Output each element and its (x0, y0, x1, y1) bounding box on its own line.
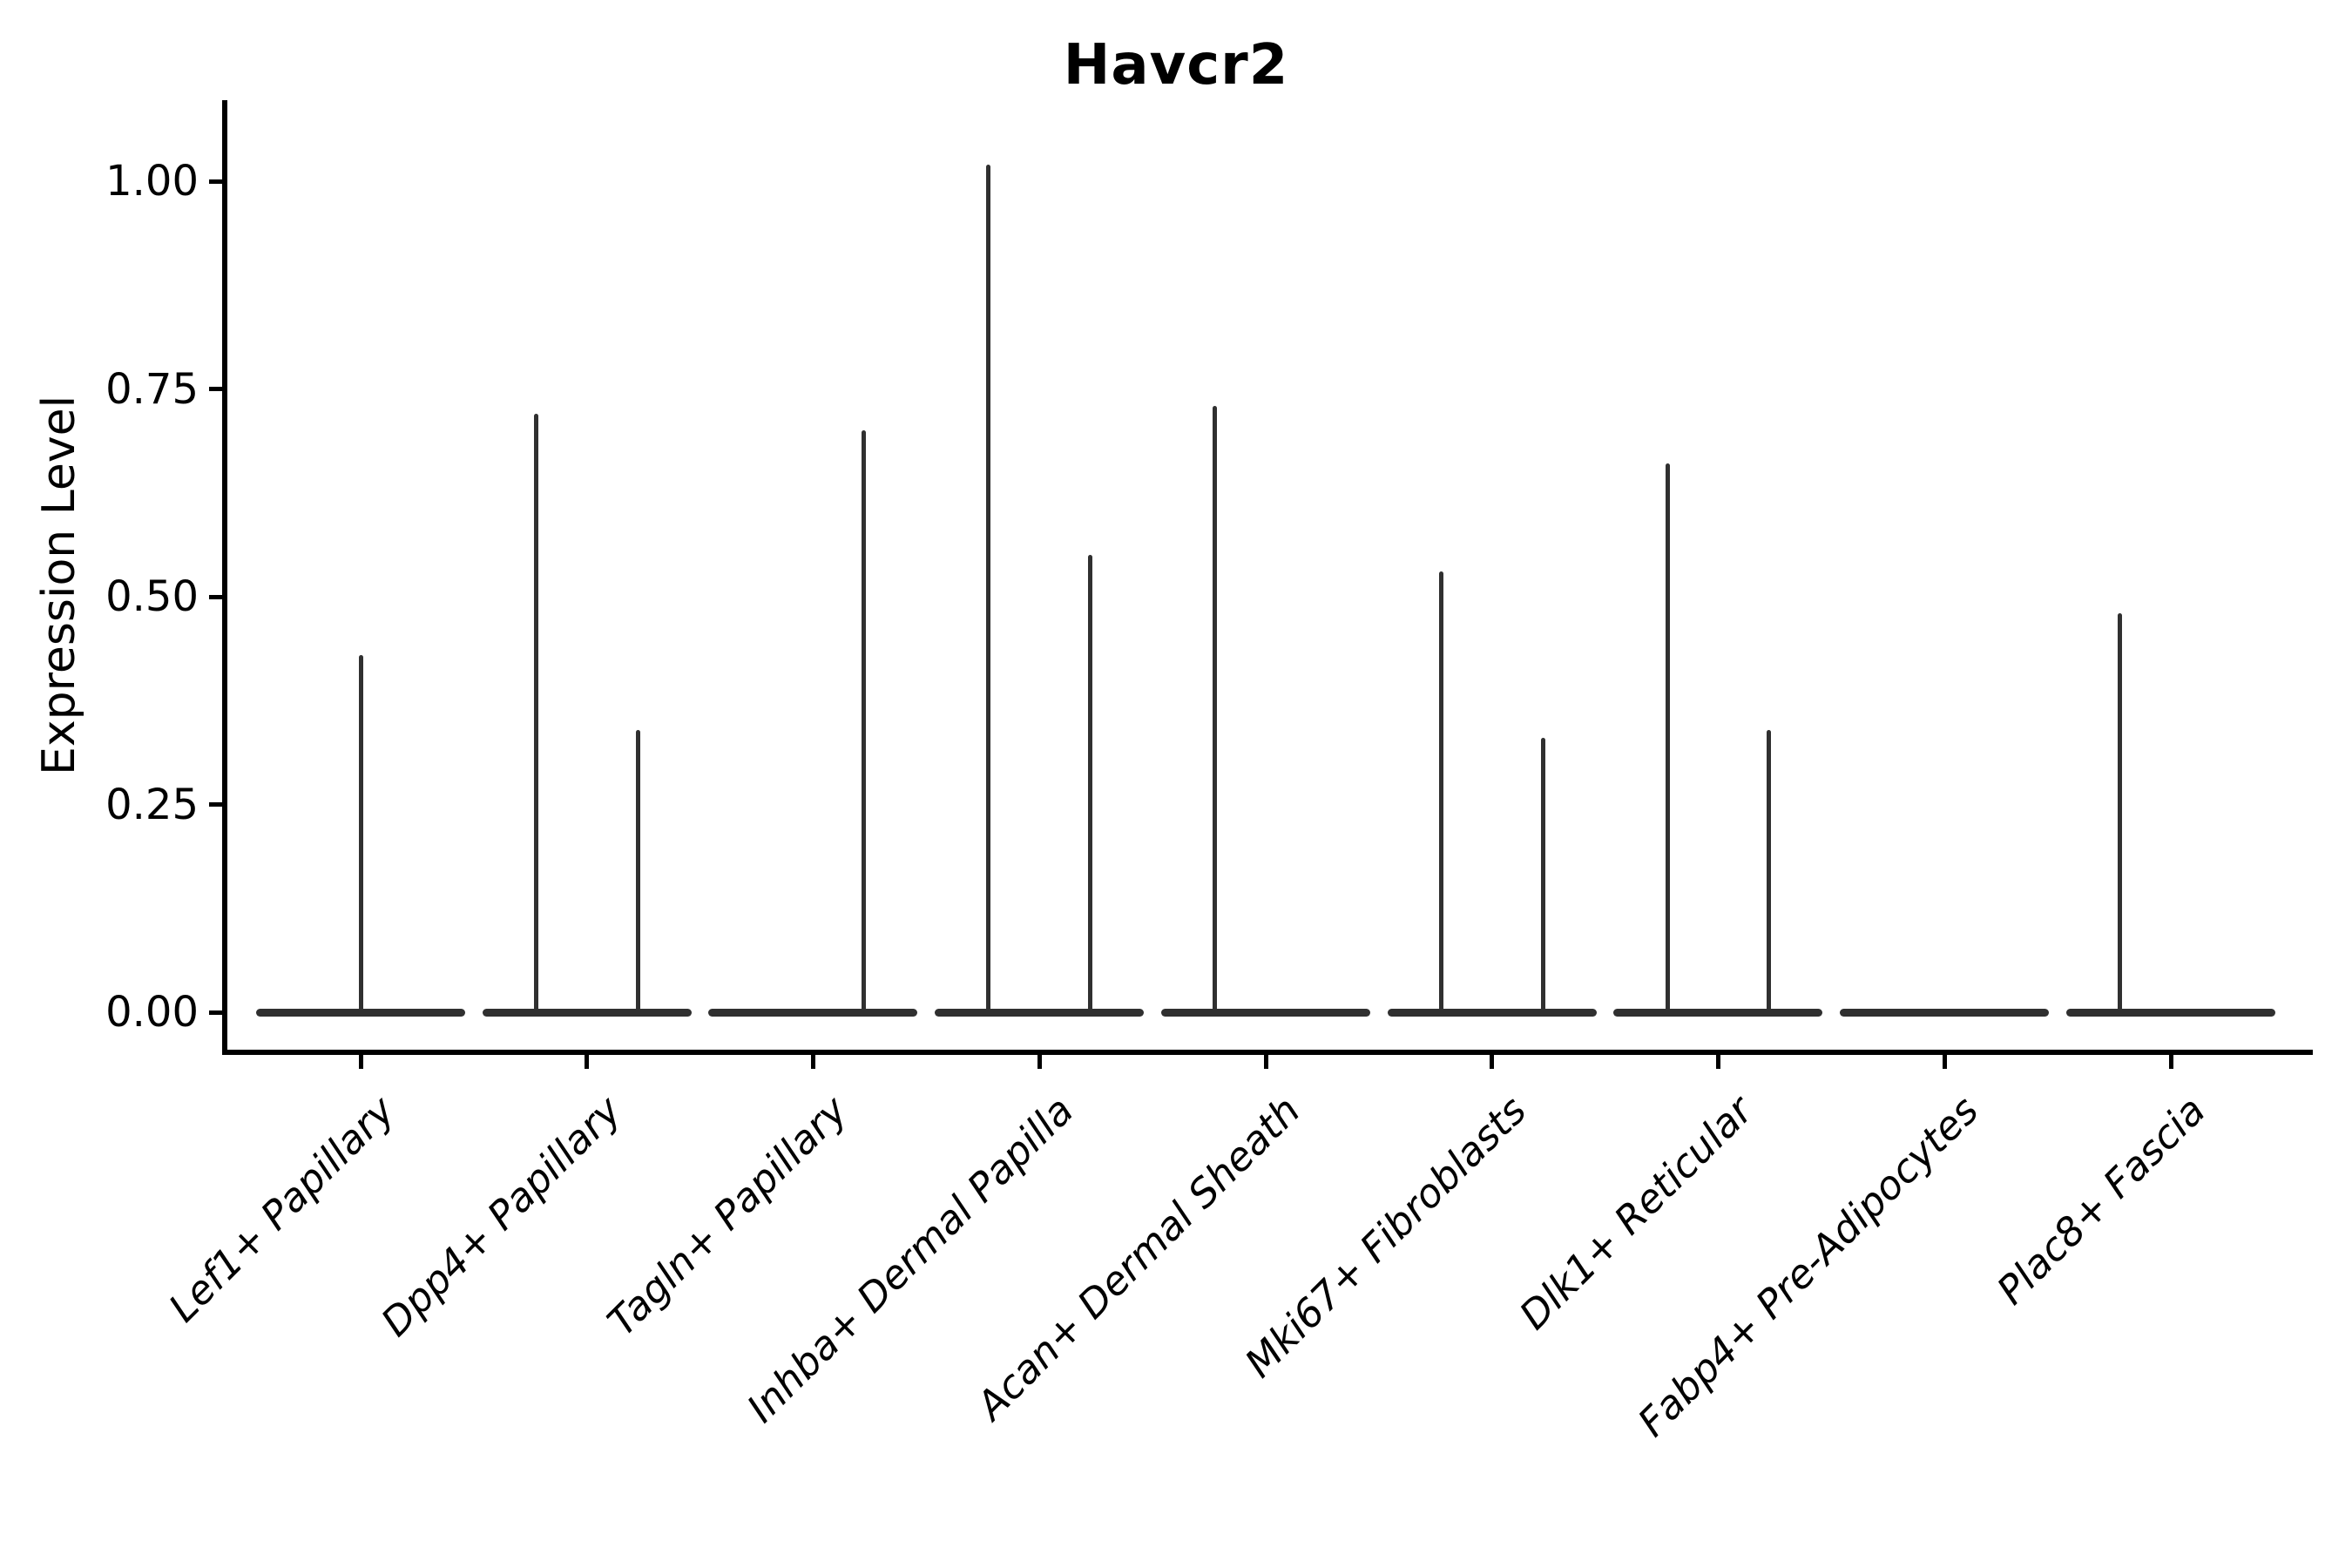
violin-base (708, 1008, 918, 1017)
violin-spike (2118, 613, 2123, 1012)
y-tick-mark (209, 179, 223, 184)
x-tick-mark (1490, 1055, 1495, 1069)
x-axis-spine (222, 1050, 2313, 1055)
violin-base (2065, 1008, 2275, 1017)
y-tick-label: 0.00 (105, 988, 199, 1037)
violin-base (1387, 1008, 1597, 1017)
violin-spike (986, 164, 991, 1012)
x-tick-mark (1037, 1055, 1042, 1069)
violin-base (255, 1008, 465, 1017)
y-tick-mark (209, 1010, 223, 1015)
y-tick-label: 0.25 (105, 780, 199, 829)
y-tick-label: 0.75 (105, 364, 199, 414)
violin-spike (1213, 405, 1218, 1012)
x-tick-mark (1263, 1055, 1268, 1069)
violin-spike (358, 654, 363, 1012)
violin-spike (1767, 729, 1772, 1012)
y-tick-label: 0.50 (105, 572, 199, 621)
y-axis-spine (222, 100, 227, 1055)
x-tick-mark (358, 1055, 363, 1069)
violin-spike (1540, 738, 1545, 1012)
violin-spike (1665, 463, 1670, 1012)
violin-spike (635, 729, 640, 1012)
violin-base (1840, 1008, 2050, 1017)
violin-spike (533, 414, 538, 1012)
chart-title: Havcr2 (1063, 33, 1289, 98)
x-tick-label: Plac8+ Fascia (1987, 1087, 2214, 1314)
x-tick-label: Lef1+ Papillary (159, 1087, 404, 1331)
y-tick-mark (209, 387, 223, 391)
x-tick-label: Dlk1+ Reticular (1510, 1087, 1761, 1339)
x-tick-mark (1716, 1055, 1720, 1069)
violin-spike (1438, 571, 1443, 1012)
violin-base (935, 1008, 1145, 1017)
x-tick-mark (585, 1055, 590, 1069)
y-tick-mark (209, 802, 223, 807)
y-tick-label: 1.00 (105, 157, 199, 206)
violin-base (1160, 1008, 1370, 1017)
violin-base (1613, 1008, 1823, 1017)
x-tick-label: Dpp4+ Papillary (372, 1087, 631, 1346)
violin-spike (862, 430, 867, 1012)
violin-base (482, 1008, 692, 1017)
x-tick-mark (1942, 1055, 1947, 1069)
x-tick-mark (2168, 1055, 2173, 1069)
y-tick-mark (209, 594, 223, 599)
x-tick-mark (811, 1055, 815, 1069)
x-tick-label: Tagln+ Papillary (598, 1087, 856, 1345)
violin-spike (1088, 555, 1093, 1012)
